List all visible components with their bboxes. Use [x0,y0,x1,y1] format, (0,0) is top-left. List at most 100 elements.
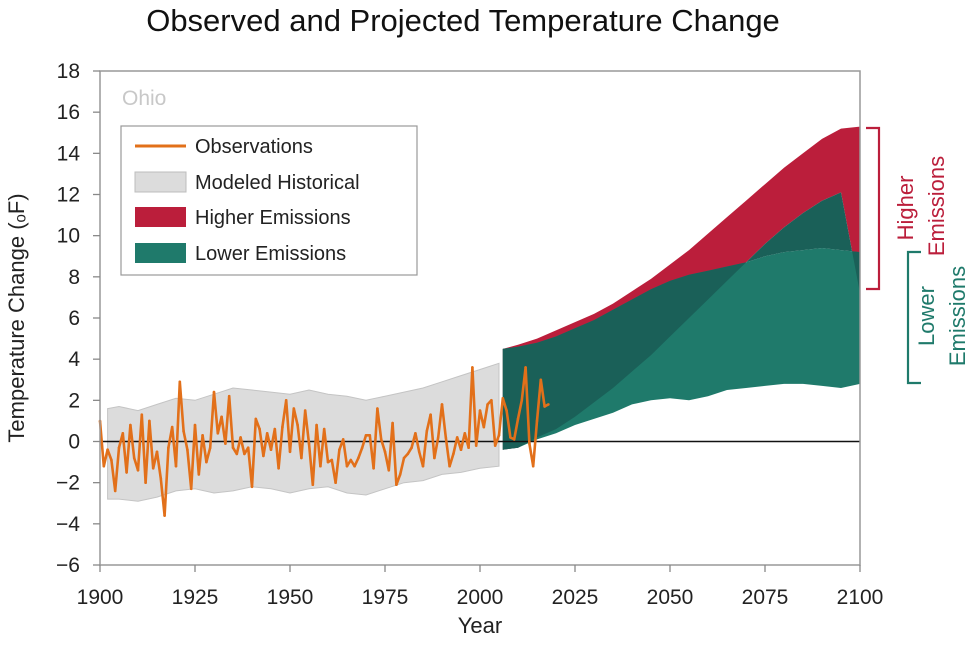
x-tick-label: 1975 [362,586,409,609]
observation-point [395,483,398,487]
observation-point [132,456,136,460]
chart-title: Observed and Projected Temperature Chang… [146,3,780,38]
legend: Observations Modeled Historical Higher E… [120,125,418,276]
observation-point [239,436,242,439]
observation-point [281,425,284,429]
observation-point [186,448,189,452]
observation-point [193,423,197,427]
observation-point [216,432,220,435]
observation-point [113,489,117,493]
region-label: Ohio [122,87,166,110]
observation-point [379,438,383,441]
observation-point [338,448,341,452]
x-tick-label: 1925 [172,586,219,609]
legend-label-modeled-historical: Modeled Historical [195,172,360,194]
observation-point [459,448,463,452]
observation-point [121,432,125,435]
observation-point [528,442,531,445]
observation-point [360,446,364,450]
observation-point [307,442,311,445]
legend-label-observations: Observations [195,136,313,158]
observation-point [493,444,497,447]
observation-point [436,436,440,439]
observation-point [136,469,140,472]
observation-point [326,460,330,464]
higher-bracket-label-line2: Emissions [924,156,949,256]
observation-point [205,460,208,464]
observation-point [208,446,212,450]
x-axis-ticks: 1900 1925 1950 1975 2000 2025 2050 2075 2100 [77,565,883,609]
higher-bracket-label-line1: Higher [893,176,918,241]
observation-point [433,456,436,460]
observation-point [189,487,193,491]
observation-point [345,464,349,468]
legend-swatch-lower-emissions [135,243,186,263]
x-tick-label: 1900 [77,586,124,609]
observation-point [151,467,155,470]
observation-point [455,436,459,439]
observation-point [102,464,106,468]
observation-point [303,409,307,412]
observation-point [353,464,356,468]
observation-point [220,415,223,419]
observation-point [246,446,250,450]
observation-point [349,458,353,462]
observation-point [311,483,315,487]
observation-point [448,464,451,468]
legend-swatch-higher-emissions [135,207,186,227]
observation-point [383,450,387,454]
observation-point [417,450,421,454]
observation-point [364,434,368,437]
observation-point [148,419,151,423]
y-tick-label: 12 [57,184,80,207]
observation-point [170,425,174,429]
observation-point [106,448,109,452]
overlap-band [502,192,860,450]
y-tick-label: 16 [57,101,80,124]
observations-layer [98,366,550,517]
observation-point [452,452,455,456]
lower-bracket-label-line2: Emissions [945,266,970,366]
observation-point [288,450,292,454]
observation-point [315,423,318,427]
y-tick-label: 8 [68,266,80,289]
observation-point [159,477,163,480]
observation-point [163,514,166,517]
x-tick-label: 1950 [267,586,314,609]
legend-label-lower-emissions: Lower Emissions [195,243,346,265]
observation-point [129,423,132,427]
observation-point [197,473,201,476]
observation-point [391,421,394,425]
observation-point [110,458,113,462]
observation-point [429,413,432,417]
legend-swatch-modeled-historical [134,171,187,193]
observation-point [182,429,185,433]
higher-emissions-bracket: Higher Emissions [866,126,949,291]
y-tick-label: −2 [56,472,80,495]
y-axis-title: Temperature Change (ₒF) [4,193,29,442]
observation-point [227,394,231,398]
y-tick-label: 18 [57,60,80,83]
observation-point [471,366,474,369]
lower-bracket-line [906,250,921,385]
observation-point [155,450,159,454]
observation-point [292,407,296,410]
y-tick-label: 10 [57,225,80,248]
observation-point [486,403,489,406]
observation-point [254,417,258,421]
x-tick-label: 2050 [647,586,694,609]
observation-point [490,399,493,402]
observation-point [212,390,216,394]
lower-bracket-label-line1: Lower [914,286,939,346]
observation-point [501,397,505,400]
observation-point [235,452,239,456]
y-tick-label: −4 [56,513,80,536]
observation-point [440,403,444,406]
observation-point [319,464,322,468]
observation-point [178,380,182,384]
observation-point [144,481,147,485]
observation-point [402,456,406,460]
observation-point [509,436,512,439]
observation-point [398,473,402,476]
